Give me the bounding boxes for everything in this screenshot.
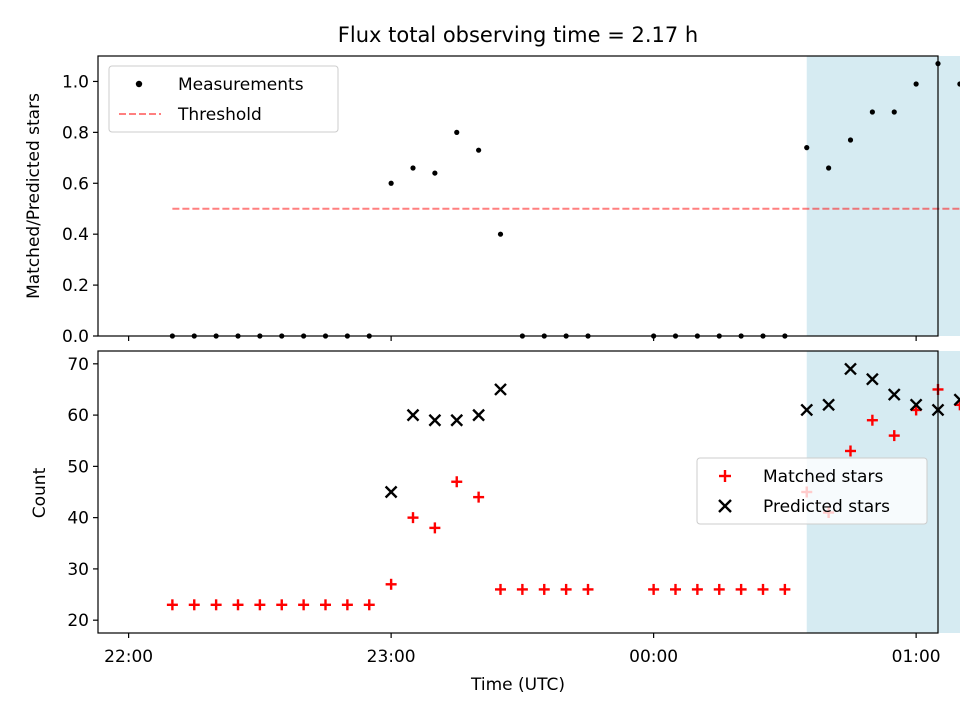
legend-matched-label: Matched stars: [763, 467, 883, 487]
y-tick-label: 20: [67, 611, 89, 631]
measurement-point: [432, 170, 438, 176]
predicted-point: [494, 383, 507, 396]
predicted-point: [472, 408, 485, 422]
measurement-point: [388, 180, 394, 186]
matched-point: [866, 414, 878, 426]
matched-point: [516, 583, 528, 595]
predicted-point: [887, 388, 901, 401]
matched-point: [473, 491, 485, 503]
matched-point: [735, 583, 747, 595]
matched-point: [888, 430, 900, 442]
bottom-y-ticks: 20 30 40 50 60 70: [67, 355, 98, 631]
highlight-span-rect: [806, 56, 960, 336]
matched-point: [713, 583, 725, 595]
y-tick-label: 0.6: [62, 174, 89, 194]
top-legend-box: [108, 65, 339, 133]
matched-point: [407, 512, 419, 524]
predicted-point: [909, 398, 923, 412]
matched-point: [188, 599, 200, 611]
y-tick-label: 1.0: [62, 72, 89, 92]
top-y-axis-label: Matched/Predicted stars: [24, 93, 44, 299]
y-tick-label: 0.0: [62, 327, 89, 347]
top-panel: 0.0 0.2 0.4 0.6 0.8 1.0 Matched/Predicted sta…: [24, 55, 960, 347]
predicted-point: [844, 362, 857, 376]
x-axis-label: Time (UTC): [470, 675, 565, 695]
measurement-point: [869, 109, 875, 115]
predicted-point: [866, 372, 879, 386]
measurement-point: [497, 231, 504, 237]
matched-point: [451, 476, 463, 488]
matched-point: [429, 522, 441, 534]
top-x-ticks: [128, 336, 917, 341]
matched-point: [210, 599, 222, 611]
y-tick-label: 60: [67, 406, 89, 426]
matched-point: [670, 583, 681, 595]
predicted-point: [450, 413, 464, 427]
top-y-ticks: 0.0 0.2 0.4 0.6 0.8 1.0: [62, 72, 98, 347]
y-tick-label: 30: [67, 560, 89, 580]
bottom-legend-box: [696, 457, 928, 525]
bottom-axes-frame: [97, 350, 939, 634]
bottom-legend: Matched stars Predicted stars: [696, 457, 928, 525]
legend-matched-marker: [719, 470, 731, 482]
matched-point: [582, 583, 594, 595]
predicted-point: [406, 408, 420, 422]
x-tick-label: 00:00: [629, 647, 678, 667]
x-tick-label: 01:00: [892, 647, 941, 667]
legend-predicted-marker: [718, 499, 732, 513]
figure-title: Flux total observing time = 2.17 h: [338, 23, 698, 47]
measurement-point: [454, 129, 460, 135]
legend-threshold-label: Threshold: [177, 105, 262, 125]
matched-point: [691, 583, 703, 595]
matched-point: [254, 599, 266, 611]
legend-measurements-marker: [135, 80, 143, 88]
top-legend: Measurements Threshold: [108, 65, 339, 133]
matched-point: [232, 599, 244, 611]
legend-measurements-label: Measurements: [178, 75, 304, 95]
x-tick-label: 22:00: [104, 647, 153, 667]
matched-point: [560, 583, 572, 595]
matched-point: [495, 583, 506, 595]
matched-point: [648, 583, 660, 595]
matched-point: [538, 583, 550, 595]
y-tick-label: 0.4: [62, 225, 89, 245]
top-axes-frame: [97, 55, 939, 337]
matched-point: [385, 578, 397, 590]
matched-point: [779, 583, 791, 595]
matched-point: [298, 599, 310, 611]
matched-point: [276, 599, 288, 611]
y-tick-label: 40: [67, 509, 89, 529]
y-tick-label: 0.8: [62, 123, 89, 143]
top-highlight-span: [806, 56, 960, 336]
measurement-point: [847, 137, 854, 143]
measurement-point: [891, 109, 897, 115]
matched-point: [166, 599, 178, 611]
predicted-point: [800, 403, 814, 417]
matched-point: [341, 599, 353, 611]
y-tick-label: 70: [67, 355, 89, 375]
predicted-point: [428, 413, 442, 427]
matched-point: [757, 583, 769, 595]
predicted-point: [822, 398, 835, 412]
bottom-y-axis-label: Count: [30, 467, 50, 518]
x-tick-label: 23:00: [367, 647, 416, 667]
measurement-point: [826, 165, 832, 171]
y-tick-label: 0.2: [62, 276, 89, 296]
measurement-point: [410, 165, 416, 171]
matched-point: [320, 599, 331, 611]
measurement-point: [957, 81, 960, 87]
matched-point: [845, 445, 856, 457]
measurement-point: [804, 145, 810, 151]
measurement-point: [913, 81, 919, 87]
measurement-point: [476, 147, 482, 153]
matched-point: [363, 599, 375, 611]
y-tick-label: 50: [67, 457, 89, 477]
predicted-point: [384, 485, 398, 499]
legend-predicted-label: Predicted stars: [763, 497, 890, 517]
